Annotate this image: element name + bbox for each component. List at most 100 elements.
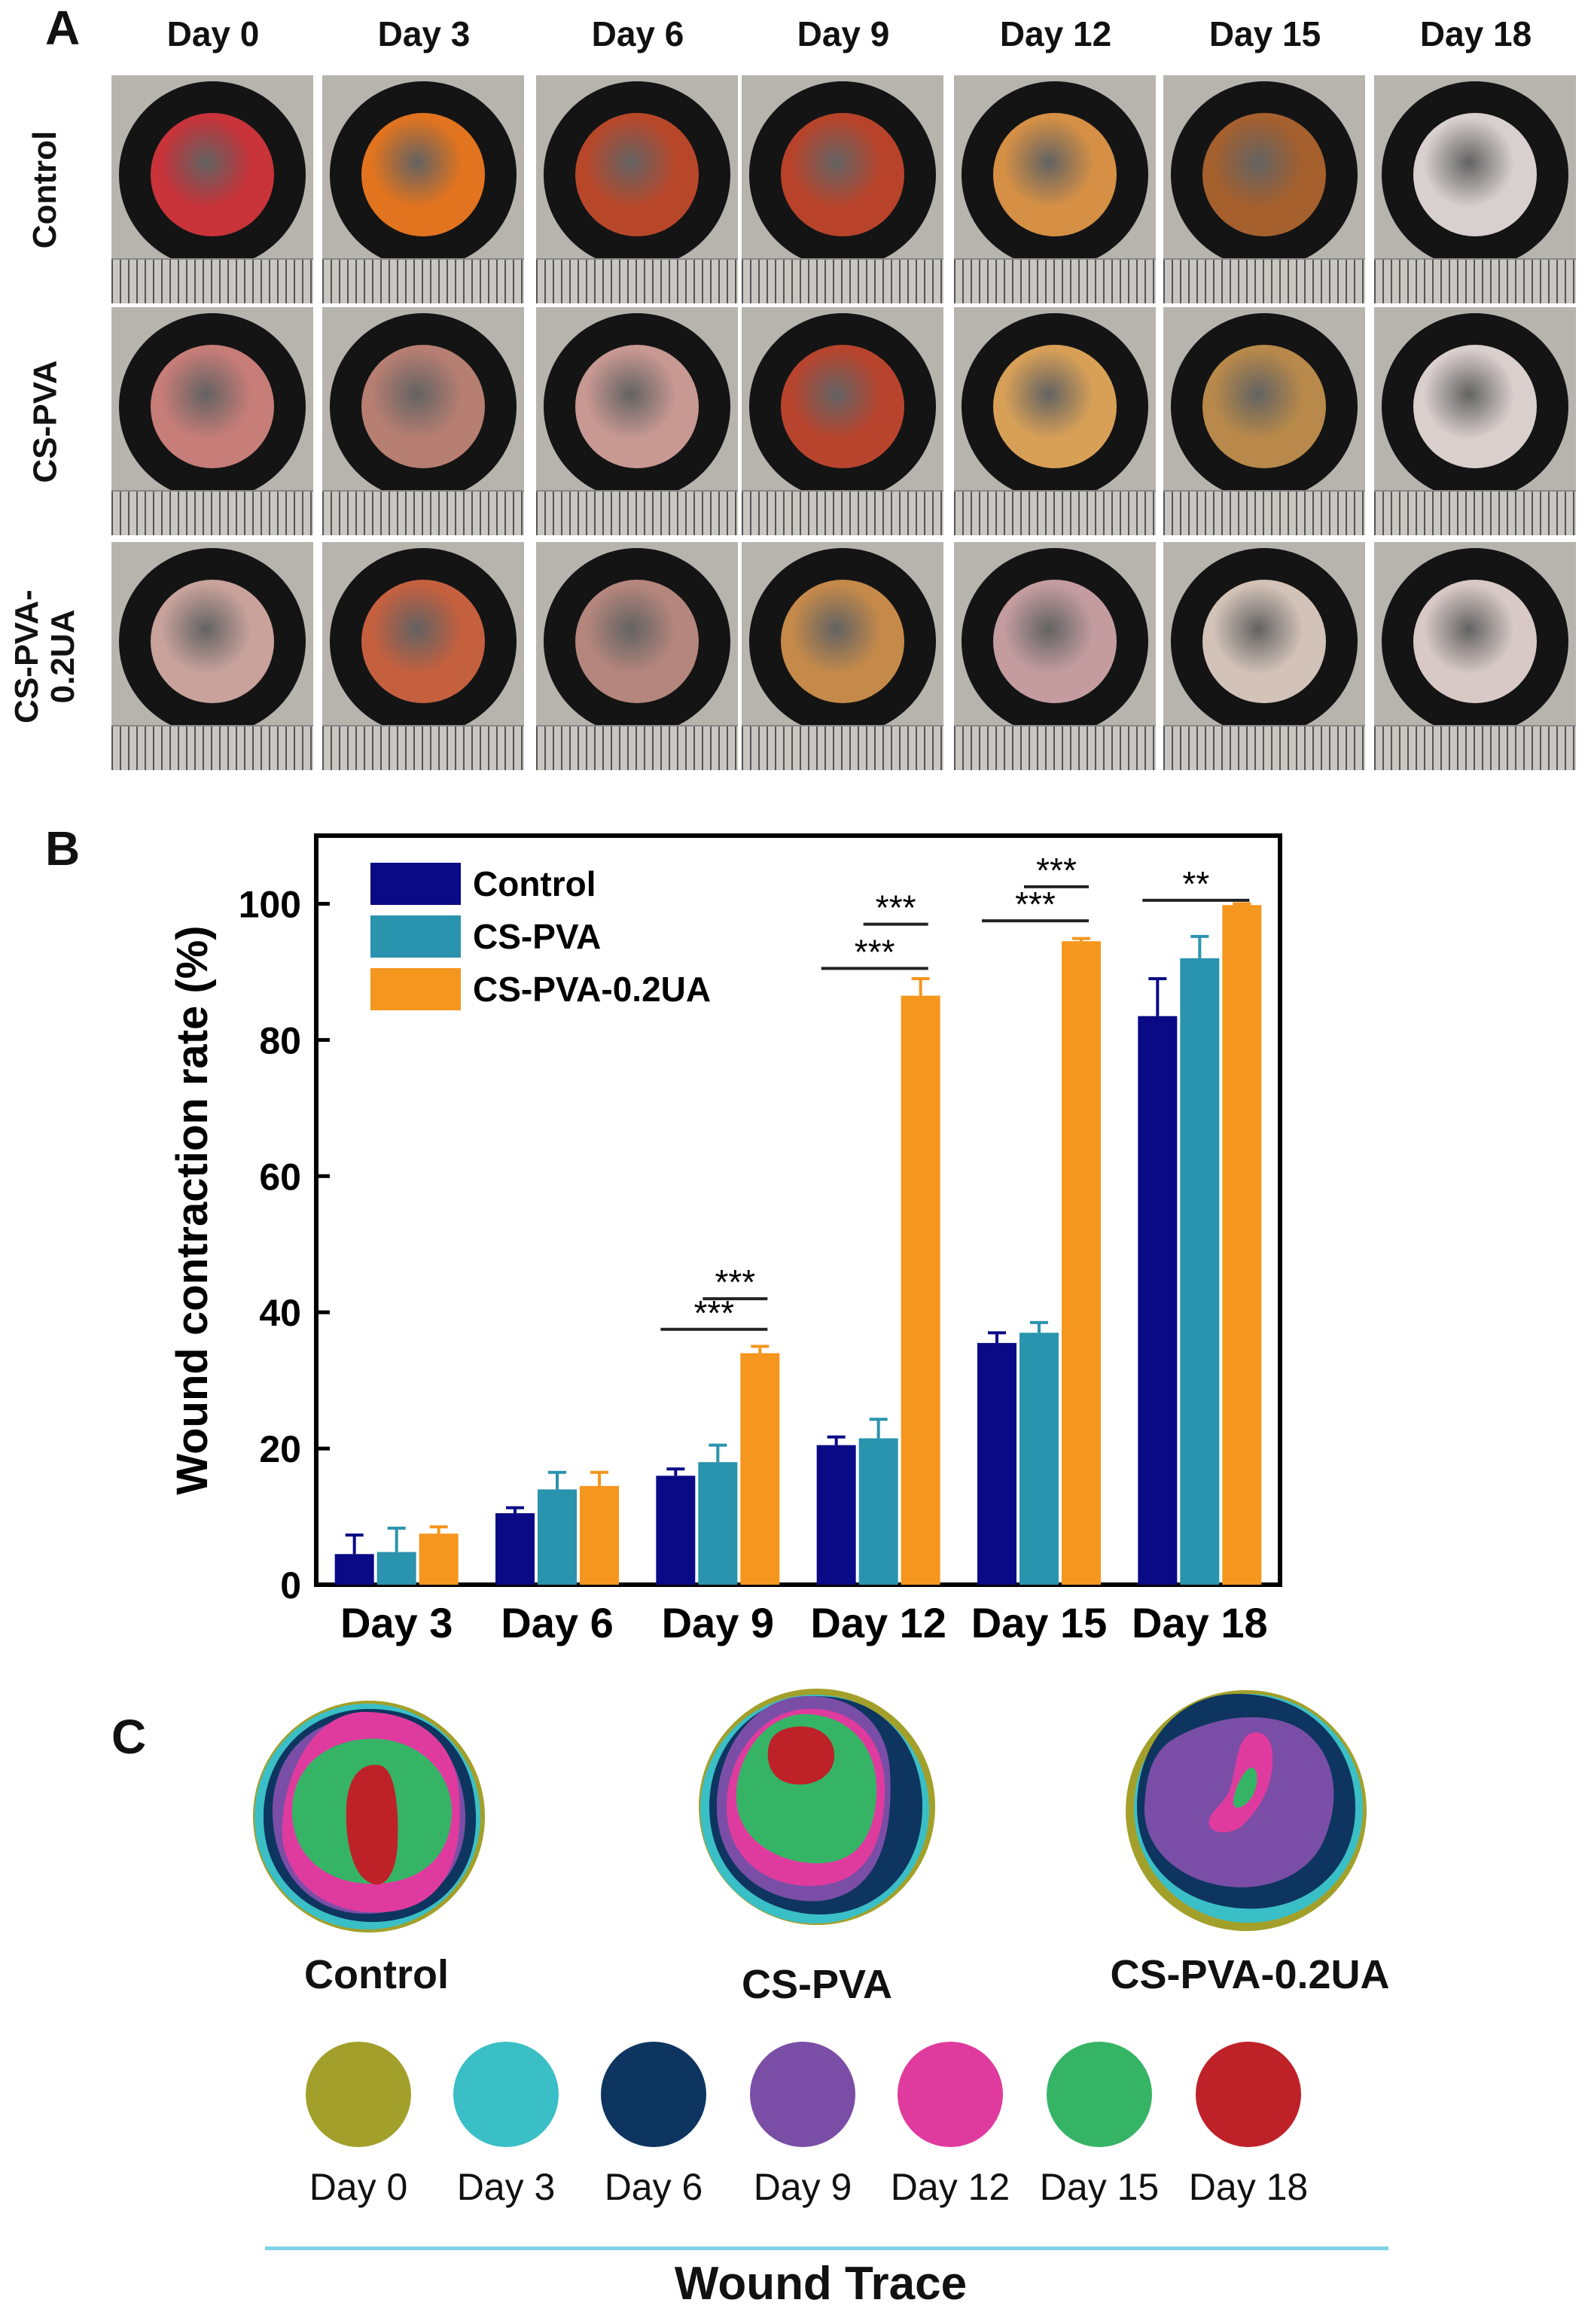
day-header: Day 15 [1208, 14, 1321, 53]
wound-photo [742, 75, 943, 303]
day-header: Day 6 [591, 14, 684, 53]
wound-trace-title: Wound Trace [674, 2258, 968, 2310]
trace-legend-label: Day 15 [1039, 2166, 1160, 2208]
y-tick-label: 80 [259, 1019, 301, 1061]
trace-legend-label: Day 3 [456, 2166, 556, 2208]
wound-photo [742, 307, 943, 535]
cs-pva-0.2ua-trace-label: CS-PVA-0.2UA [1110, 1952, 1390, 1997]
legend-label: CS-PVA [473, 917, 601, 956]
wound-trace-divider [265, 2246, 1388, 2250]
y-tick-label: 60 [259, 1156, 301, 1198]
control-trace-label: Control [304, 1952, 449, 1997]
bar [538, 1489, 577, 1585]
wound-photo [322, 75, 524, 303]
bar [376, 1552, 416, 1585]
trace-legend-label: Day 6 [604, 2166, 703, 2208]
wound-photo [1374, 75, 1576, 303]
bar [816, 1445, 856, 1585]
y-tick-label: 20 [259, 1428, 301, 1470]
trace-legend-label: Day 0 [309, 2166, 408, 2208]
wound-photo [1374, 307, 1576, 535]
significance-label: *** [855, 932, 895, 971]
wound-photo [111, 75, 313, 303]
trace-legend-label: Day 12 [890, 2166, 1010, 2208]
wound-photo [954, 75, 1156, 303]
day-header: Day 12 [999, 14, 1112, 53]
significance-label: *** [1036, 851, 1077, 890]
row-label: CS-PVA- 0.2UA [8, 589, 82, 723]
day-header: Day 3 [377, 14, 471, 53]
wound-photo [536, 75, 738, 303]
bar [858, 1438, 898, 1585]
panel-a-letter: A [45, 1, 81, 55]
bar [1222, 905, 1262, 1585]
bar [698, 1462, 738, 1585]
wound-photo [1163, 307, 1365, 535]
wound-photo [954, 307, 1156, 535]
bar [740, 1353, 780, 1585]
trace-legend-dot [1047, 2042, 1152, 2147]
wound-photo [742, 542, 943, 770]
trace-legend-label: Day 18 [1188, 2166, 1309, 2208]
bar [419, 1534, 459, 1585]
x-tick-label: Day 15 [971, 1599, 1108, 1646]
wound-photo [1163, 75, 1365, 303]
trace-legend-dot [306, 2042, 411, 2147]
trace-legend-dot [601, 2042, 706, 2147]
bar [580, 1485, 619, 1585]
wound-photo [536, 542, 738, 770]
wound-photo [536, 307, 738, 535]
legend-swatch [370, 863, 461, 905]
day-header: Day 9 [797, 14, 890, 53]
bar [901, 995, 940, 1585]
trace-legend-dot [898, 2042, 1003, 2147]
legend-swatch [370, 915, 461, 958]
wound-photo [1374, 542, 1576, 770]
cs-pva-0.2ua-wound-trace [1126, 1690, 1367, 1931]
y-tick-label: 0 [280, 1564, 301, 1607]
legend-swatch [370, 968, 461, 1010]
bar [977, 1342, 1016, 1585]
trace-legend-dot [750, 2042, 855, 2147]
wound-photo [322, 542, 524, 770]
bar [1062, 941, 1101, 1585]
row-label: CS-PVA [26, 360, 64, 483]
day-header: Day 18 [1419, 14, 1532, 53]
row-label: Control [26, 130, 63, 248]
bar [334, 1554, 374, 1585]
wound-photo [322, 307, 524, 535]
bar [495, 1513, 535, 1585]
x-tick-label: Day 18 [1132, 1599, 1268, 1646]
bar [1180, 958, 1220, 1585]
wound-contraction-bar-chart: 0 20 40 60 80 100 Wound contraction rate (%) Da… [168, 833, 1282, 1646]
significance-label: *** [1015, 885, 1056, 924]
x-tick-label: Day 12 [810, 1599, 946, 1646]
x-tick-label: Day 9 [662, 1599, 774, 1646]
y-tick-label: 40 [259, 1292, 301, 1334]
cs-pva-wound-trace [699, 1689, 935, 1925]
wound-photo [1163, 542, 1365, 770]
trace-legend-dot [1196, 2042, 1301, 2147]
y-axis-label: Wound contraction rate (%) [168, 925, 217, 1494]
x-tick-label: Day 3 [340, 1599, 453, 1646]
y-tick-label: 100 [239, 883, 301, 925]
significance-label: *** [876, 888, 916, 927]
control-wound-trace [253, 1701, 485, 1933]
bar [1138, 1016, 1178, 1585]
panel-b-letter: B [45, 821, 81, 876]
panel-c-letter: C [111, 1710, 147, 1764]
wound-photo [111, 307, 313, 535]
x-tick-label: Day 6 [501, 1599, 613, 1646]
bar [656, 1476, 696, 1585]
wound-photo [111, 542, 313, 770]
significance-label: ** [1182, 864, 1209, 903]
trace-legend-dot [453, 2042, 559, 2147]
wound-photo [954, 542, 1156, 770]
plot-frame [314, 833, 1282, 1587]
legend-label: Control [473, 864, 596, 903]
cs-pva-trace-label: CS-PVA [741, 1962, 893, 2007]
day-header: Day 0 [166, 14, 260, 53]
bar [1019, 1333, 1059, 1585]
trace-legend-label: Day 9 [753, 2166, 852, 2208]
legend-label: CS-PVA-0.2UA [473, 970, 711, 1009]
